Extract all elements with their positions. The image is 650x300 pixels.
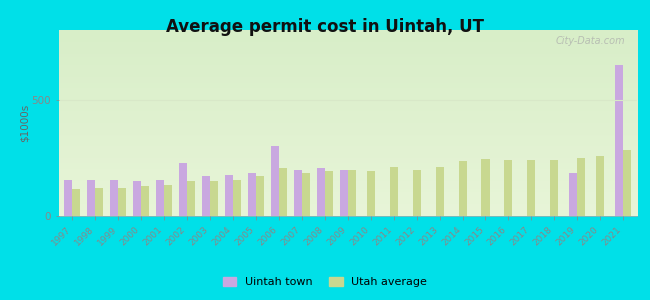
Bar: [118, 188, 126, 216]
Bar: [210, 181, 218, 216]
Bar: [256, 176, 264, 216]
Bar: [569, 173, 577, 216]
Bar: [271, 146, 279, 216]
Bar: [279, 168, 287, 216]
Bar: [340, 169, 348, 216]
Bar: [348, 169, 356, 216]
Y-axis label: $1000s: $1000s: [20, 104, 30, 142]
Bar: [325, 171, 333, 216]
Bar: [458, 161, 467, 216]
Bar: [482, 159, 489, 216]
Bar: [527, 160, 536, 216]
Bar: [302, 173, 310, 216]
Bar: [187, 181, 195, 216]
Bar: [577, 158, 586, 216]
Bar: [389, 167, 398, 216]
Bar: [72, 189, 81, 216]
Bar: [504, 160, 512, 216]
Bar: [225, 175, 233, 216]
Bar: [294, 169, 302, 216]
Bar: [367, 171, 374, 216]
Bar: [623, 150, 631, 216]
Bar: [317, 168, 325, 216]
Text: City-Data.com: City-Data.com: [556, 36, 625, 46]
Bar: [202, 176, 210, 216]
Bar: [551, 160, 558, 216]
Bar: [64, 180, 72, 216]
Text: Average permit cost in Uintah, UT: Average permit cost in Uintah, UT: [166, 18, 484, 36]
Bar: [110, 180, 118, 216]
Bar: [179, 163, 187, 216]
Legend: Uintah town, Utah average: Uintah town, Utah average: [218, 272, 432, 291]
Bar: [233, 180, 241, 216]
Bar: [133, 181, 141, 216]
Bar: [156, 180, 164, 216]
Bar: [248, 173, 256, 216]
Bar: [96, 188, 103, 216]
Bar: [615, 65, 623, 216]
Bar: [413, 169, 421, 216]
Bar: [164, 184, 172, 216]
Bar: [141, 186, 150, 216]
Bar: [87, 180, 96, 216]
Bar: [596, 155, 605, 216]
Bar: [436, 167, 443, 216]
